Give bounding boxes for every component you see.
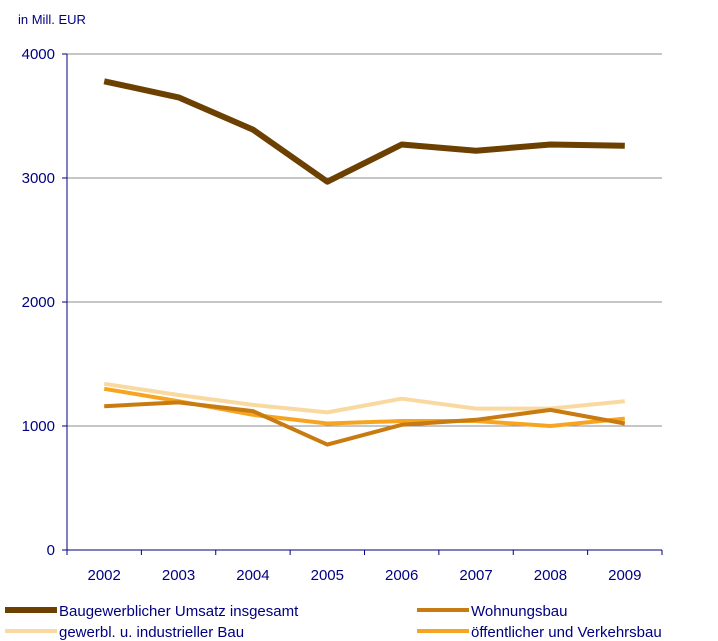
series-line-1 (103, 78, 625, 185)
series-lines (103, 78, 626, 447)
y-tick-labels: 0 1000 2000 3000 4000 (22, 46, 55, 559)
y-tick-label: 0 (47, 542, 55, 559)
x-tick-label: 2007 (459, 567, 492, 584)
legend-label-3: gewerbl. u. industrieller Bau (59, 624, 244, 641)
x-tick-label: 2009 (608, 567, 641, 584)
x-tick-label: 2002 (88, 567, 121, 584)
axes (62, 53, 663, 555)
x-tick-labels: 2002 2003 2004 2005 2006 2007 2008 2009 (88, 567, 642, 584)
y-tick-label: 4000 (22, 46, 55, 63)
legend: Baugewerblicher Umsatz insgesamt Wohnungs… (5, 603, 662, 641)
y-unit-label: in Mill. EUR (18, 12, 86, 27)
legend-label-4: öffentlicher und Verkehrsbau (471, 624, 662, 641)
x-tick-label: 2003 (162, 567, 195, 584)
legend-label-2: Wohnungsbau (471, 603, 567, 620)
x-tick-label: 2004 (236, 567, 269, 584)
y-tick-label: 3000 (22, 170, 55, 187)
series-line-2 (104, 400, 626, 447)
x-tick-label: 2005 (311, 567, 344, 584)
x-tick-label: 2006 (385, 567, 418, 584)
grid-lines (67, 53, 662, 427)
legend-label-1: Baugewerblicher Umsatz insgesamt (59, 603, 299, 620)
x-tick-label: 2008 (534, 567, 567, 584)
y-tick-label: 1000 (22, 418, 55, 435)
series-line-3 (103, 381, 625, 415)
y-tick-label: 2000 (22, 294, 55, 311)
